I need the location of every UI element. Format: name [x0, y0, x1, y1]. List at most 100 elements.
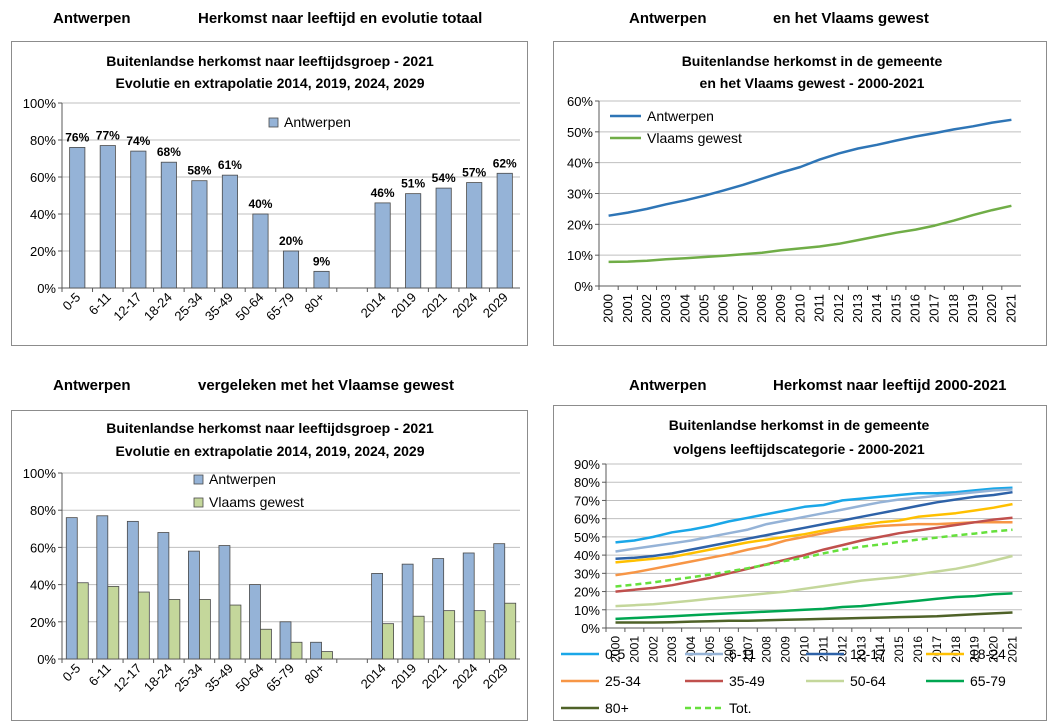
y-tick-label: 70%	[574, 493, 600, 508]
bar-vlaams-gewest-80	[321, 651, 333, 660]
data-label: 68%	[157, 145, 181, 159]
bar-antwerpen-0-5	[65, 517, 78, 660]
q3-subtitle-header: vergeleken met het Vlaamse gewest	[198, 377, 454, 394]
q4-city-header: Antwerpen	[629, 377, 707, 394]
legend-swatch-antwerpen	[193, 474, 204, 485]
x-tick-label: 2010	[798, 636, 812, 663]
x-tick-label: 2018	[949, 636, 963, 663]
bar-antwerpen-2029	[496, 172, 513, 289]
legend-label-18-24: 18-24	[970, 646, 1006, 662]
x-tick-label: 18-24	[141, 661, 175, 695]
x-tick-label: 2018	[946, 294, 961, 323]
bar-chart-age-antwerpen: Buitenlandse herkomst naar leeftijdsgroe…	[23, 53, 520, 324]
bar-vlaams-gewest-65-79	[290, 641, 303, 660]
x-tick-label: 2005	[703, 636, 717, 663]
x-tick-label: 35-49	[202, 290, 236, 324]
y-tick-label: 100%	[23, 96, 57, 111]
y-tick-label: 60%	[30, 170, 56, 185]
bar-antwerpen-12-17	[130, 150, 147, 289]
x-tick-label: 50-64	[232, 290, 266, 324]
series-line-12-17	[615, 490, 1013, 561]
y-tick-label: 100%	[23, 466, 57, 481]
data-label: 61%	[218, 158, 242, 172]
bar-vlaams-gewest-12-17	[137, 591, 150, 660]
y-tick-label: 20%	[567, 217, 593, 232]
x-tick-label: 2002	[639, 294, 654, 323]
series-line-tot	[615, 528, 1013, 588]
chart-panel-evolution: Buitenlandse herkomst in de gemeente en h…	[553, 41, 1047, 346]
bar-vlaams-gewest-2021	[443, 610, 456, 660]
q1-city-header: Antwerpen	[53, 10, 131, 27]
series-line-80	[615, 611, 1013, 624]
legend-label-65-79: 65-79	[970, 673, 1006, 689]
data-label: 51%	[401, 177, 425, 191]
bar-antwerpen-80	[310, 641, 322, 660]
x-tick-label: 25-34	[171, 290, 205, 324]
bar-vlaams-gewest-2024	[473, 610, 486, 660]
x-tick-label: 2011	[812, 294, 827, 322]
legend-label-antwerpen: Antwerpen	[647, 108, 714, 124]
x-tick-label: 2015	[892, 636, 906, 663]
chart-subtitle: Evolutie en extrapolatie 2014, 2019, 202…	[116, 443, 425, 459]
line-chart-evolution: Buitenlandse herkomst in de gemeente en h…	[567, 53, 1021, 323]
x-tick-label: 2013	[854, 636, 868, 663]
series-line-vlaams-gewest	[608, 204, 1012, 264]
data-label: 20%	[279, 234, 303, 248]
legend-label-12-17: 12-17	[850, 646, 886, 662]
y-tick-label: 10%	[567, 248, 593, 263]
chart-panel-age-compare: Buitenlandse herkomst naar leeftijdsgroe…	[11, 410, 528, 721]
series-line-18-24	[615, 502, 1013, 564]
x-tick-label: 2009	[779, 636, 793, 663]
x-tick-label: 2009	[773, 294, 788, 323]
bar-vlaams-gewest-2029	[504, 602, 517, 660]
bar-vlaams-gewest-0-5	[76, 582, 89, 660]
legend-label-vlaams-gewest: Vlaams gewest	[209, 494, 304, 510]
x-tick-label: 2019	[965, 294, 980, 323]
x-tick-label: 2021	[1003, 294, 1018, 323]
data-label: 46%	[371, 186, 395, 200]
x-tick-label: 2006	[716, 294, 731, 323]
series-line-0-5	[615, 486, 1013, 544]
x-tick-label: 0-5	[59, 290, 83, 314]
y-tick-label: 50%	[567, 125, 593, 140]
y-tick-label: 0%	[581, 621, 600, 636]
y-tick-label: 0%	[37, 281, 56, 296]
legend-label-antwerpen: Antwerpen	[284, 114, 351, 130]
x-tick-label: 50-64	[232, 661, 266, 695]
legend-label-80: 80+	[605, 700, 629, 716]
x-tick-label: 2008	[754, 294, 769, 323]
x-tick-label: 2021	[419, 661, 450, 692]
chart-subtitle: Evolutie en extrapolatie 2014, 2019, 202…	[116, 75, 425, 91]
y-tick-label: 40%	[574, 548, 600, 563]
bar-antwerpen-2029	[493, 543, 506, 660]
chart-panel-age-evolution: Buitenlandse herkomst in de gemeente volg…	[553, 405, 1047, 721]
chart-title: Buitenlandse herkomst in de gemeente	[682, 53, 943, 69]
x-tick-label: 80+	[301, 290, 327, 316]
x-tick-label: 2012	[835, 636, 849, 663]
x-tick-label: 2010	[792, 294, 807, 323]
series-line-6-11	[615, 488, 1013, 553]
x-tick-label: 2024	[449, 290, 480, 321]
bar-vlaams-gewest-25-34	[198, 599, 211, 660]
bar-vlaams-gewest-35-49	[229, 604, 242, 660]
x-tick-label: 65-79	[263, 661, 297, 695]
y-tick-label: 20%	[30, 244, 56, 259]
chart-subtitle: volgens leeftijdscategorie - 2000-2021	[673, 441, 925, 457]
series-line-antwerpen	[608, 118, 1012, 217]
y-tick-label: 40%	[30, 578, 56, 593]
legend-label-35-49: 35-49	[729, 673, 765, 689]
x-tick-label: 2000	[601, 294, 616, 323]
bar-antwerpen-2014	[374, 202, 391, 289]
y-tick-label: 20%	[574, 585, 600, 600]
data-label: 9%	[313, 254, 331, 268]
bar-chart-age-compare: Buitenlandse herkomst naar leeftijdsgroe…	[23, 420, 520, 695]
chart-title: Buitenlandse herkomst naar leeftijdsgroe…	[106, 420, 434, 436]
bar-antwerpen-6-11	[99, 145, 116, 289]
legend-label-0-5: 0-5	[605, 646, 625, 662]
q1-subtitle-header: Herkomst naar leeftijd en evolutie totaa…	[198, 10, 483, 27]
x-tick-label: 2015	[888, 294, 903, 323]
bar-antwerpen-2021	[432, 558, 445, 660]
legend-swatch-vlaams-gewest	[193, 497, 204, 508]
x-tick-label: 2014	[873, 636, 887, 663]
data-label: 62%	[493, 156, 517, 170]
